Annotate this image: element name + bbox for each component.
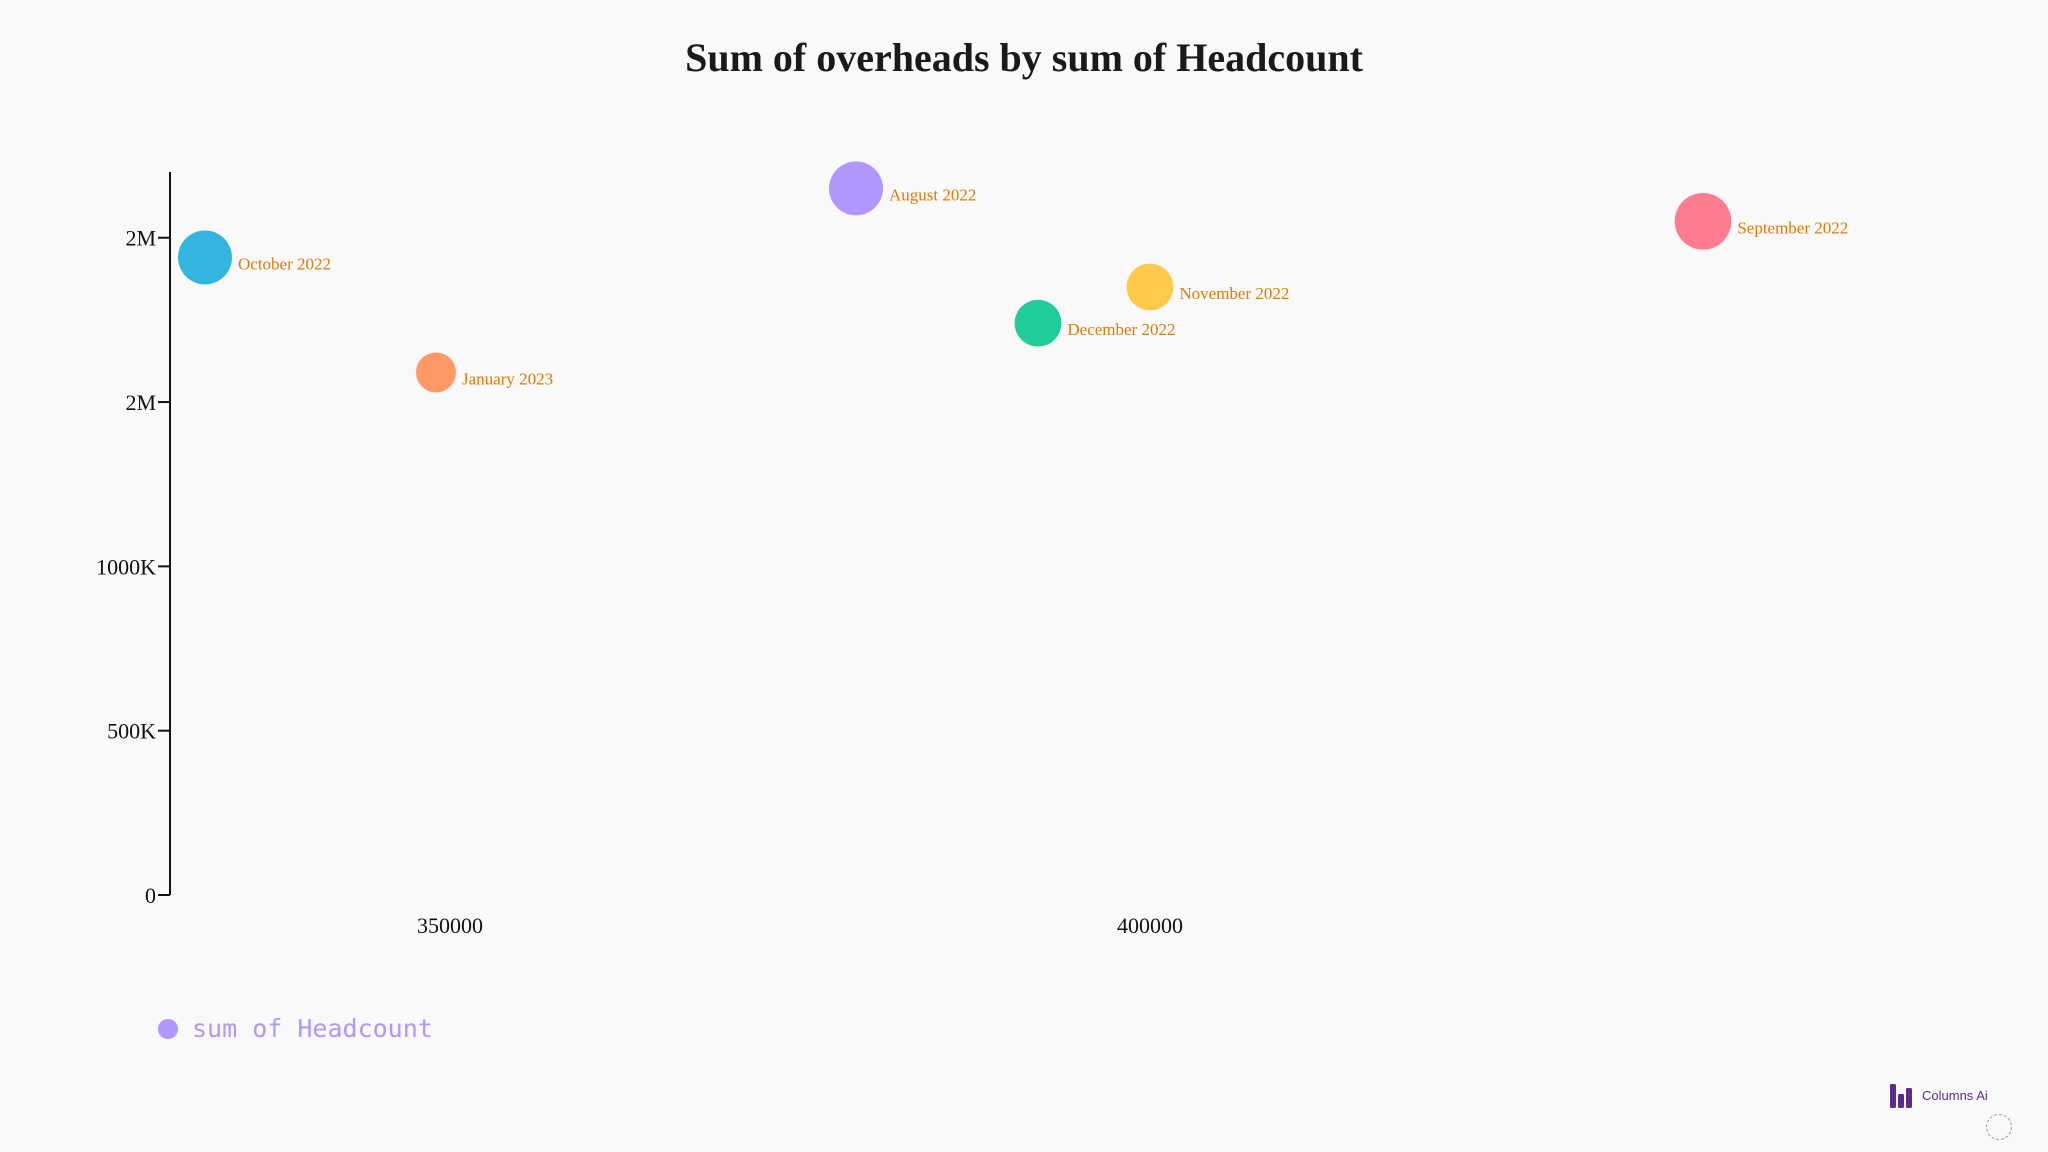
y-tick-label: 2M: [125, 390, 156, 415]
data-point-label: November 2022: [1179, 284, 1289, 303]
data-point: [415, 352, 457, 393]
data-point: [1014, 299, 1062, 347]
y-axis-ticks: 0 500K 1000K 2M 2M: [96, 226, 170, 908]
data-point: [178, 230, 232, 285]
x-axis-ticks: 350000 400000: [417, 913, 1183, 938]
brand-label: Columns Ai: [1922, 1087, 1988, 1103]
y-tick-label: 500K: [107, 719, 156, 744]
bar-chart-logo-icon: [1890, 1084, 1912, 1108]
legend[interactable]: sum of Headcount: [158, 1014, 433, 1043]
data-point-label: January 2023: [462, 369, 553, 388]
legend-label: sum of Headcount: [192, 1014, 433, 1043]
data-point-label: August 2022: [889, 185, 976, 204]
x-tick-label: 400000: [1117, 913, 1183, 938]
legend-swatch: [158, 1018, 178, 1039]
x-tick-label: 350000: [417, 913, 483, 938]
y-tick-label: 1000K: [96, 554, 156, 579]
data-point: [829, 161, 883, 216]
data-point-label: September 2022: [1737, 218, 1848, 237]
y-tick-label: 2M: [125, 226, 156, 251]
chart-title: Sum of overheads by sum of Headcount: [685, 35, 1363, 80]
data-point-label: December 2022: [1067, 320, 1175, 339]
y-tick-label: 0: [145, 883, 156, 908]
loading-spinner-icon: [1986, 1114, 2012, 1140]
data-points: October 2022 January 2023 August 2022 Decem…: [178, 161, 1848, 393]
data-point-label: October 2022: [238, 254, 331, 273]
data-point: [1674, 192, 1732, 250]
brand-watermark[interactable]: Columns Ai: [1888, 1082, 1988, 1108]
data-point: [1126, 263, 1174, 311]
